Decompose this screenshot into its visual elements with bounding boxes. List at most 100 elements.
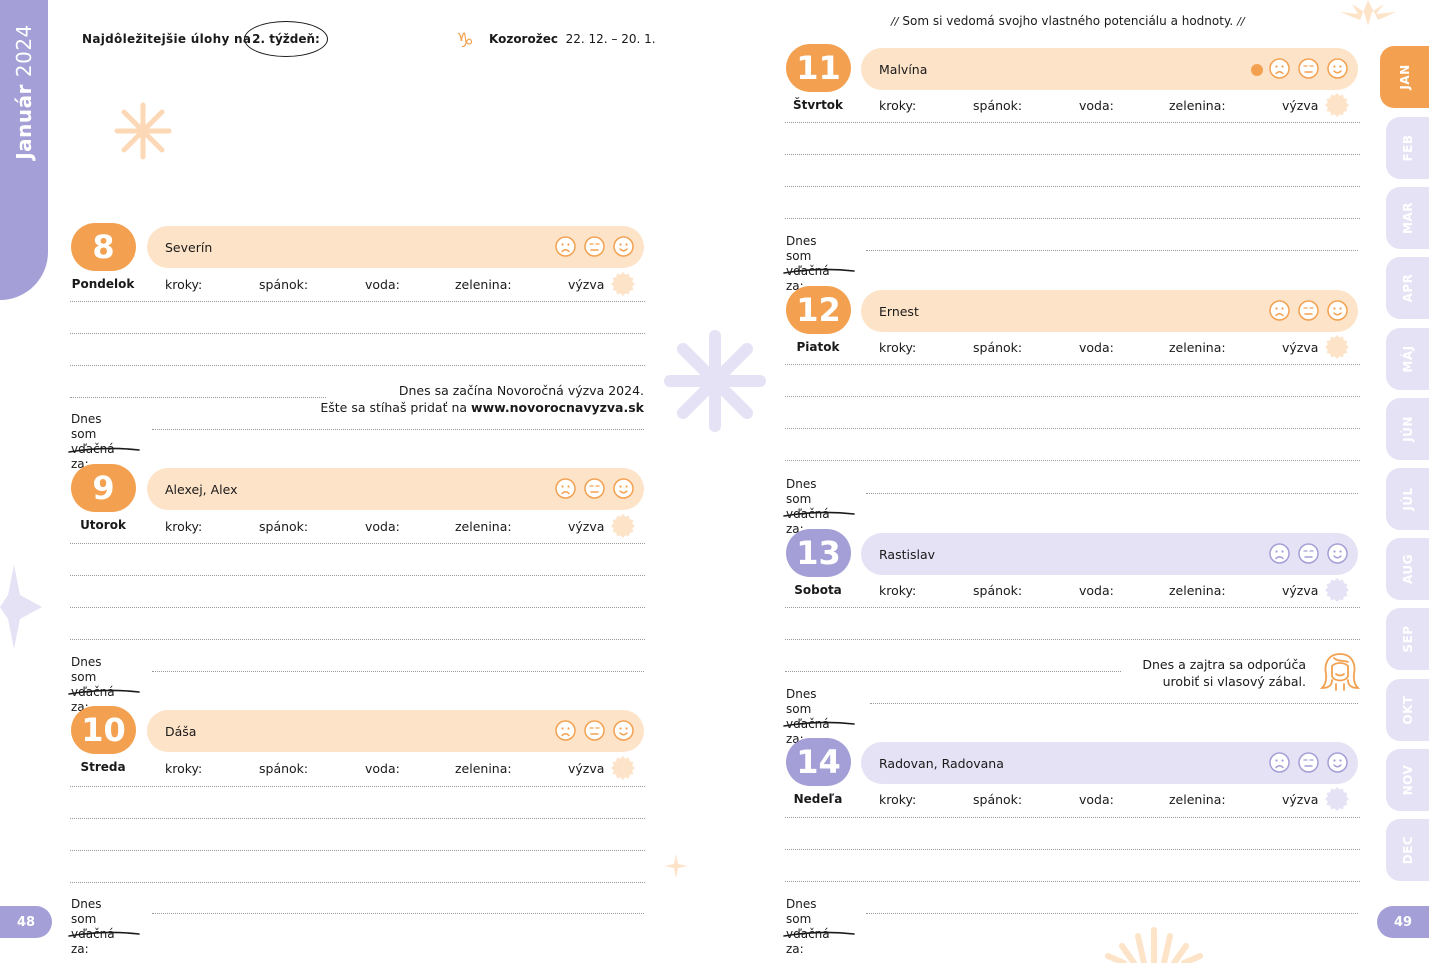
happy-face-icon[interactable] — [1327, 300, 1348, 324]
month-tab-6[interactable]: JÚL — [1386, 468, 1429, 530]
month-tab-label: DEC — [1400, 835, 1415, 865]
writing-line[interactable] — [785, 671, 1121, 672]
asterisk-decoration — [664, 330, 766, 432]
month-tab-3[interactable]: APR — [1386, 257, 1429, 320]
neutral-face-icon[interactable] — [1298, 543, 1319, 567]
writing-line[interactable] — [70, 543, 645, 544]
writing-line[interactable] — [785, 122, 1360, 123]
writing-line[interactable] — [70, 397, 326, 398]
sad-face-icon[interactable] — [1269, 752, 1290, 776]
writing-line[interactable] — [70, 607, 645, 608]
sleep-label: spánok: — [259, 519, 309, 534]
writing-line[interactable] — [785, 607, 1360, 608]
weekday-label: Nedeľa — [793, 792, 843, 806]
month-tab-10[interactable]: NOV — [1386, 748, 1429, 811]
month-tab-8[interactable]: SEP — [1386, 608, 1429, 671]
sleep-label: spánok: — [973, 340, 1023, 355]
gratitude-underline — [783, 511, 855, 517]
sad-face-icon[interactable] — [1269, 300, 1290, 324]
happy-face-icon[interactable] — [613, 720, 634, 744]
neutral-face-icon[interactable] — [1298, 58, 1319, 82]
gratitude-line[interactable] — [870, 703, 1358, 704]
name-day-label: Malvína — [879, 61, 928, 77]
name-day-bar: Dáša — [147, 710, 644, 752]
challenge-label: výzva — [1282, 792, 1319, 807]
writing-line[interactable] — [70, 365, 645, 366]
happy-face-icon[interactable] — [1327, 752, 1348, 776]
writing-line[interactable] — [70, 639, 645, 640]
writing-line[interactable] — [785, 639, 1360, 640]
happy-face-icon[interactable] — [1327, 58, 1348, 82]
month-tab-1[interactable]: FEB — [1386, 117, 1429, 179]
name-day-bar: Malvína — [861, 48, 1358, 90]
tasks-heading: Najdôležitejšie úlohy na — [82, 32, 252, 46]
writing-line[interactable] — [785, 396, 1360, 397]
month-tab-5[interactable]: JÚN — [1386, 397, 1429, 460]
month-tab-7[interactable]: AUG — [1386, 538, 1429, 601]
writing-line[interactable] — [70, 301, 645, 302]
vegetables-label: zelenina: — [1169, 340, 1226, 355]
writing-line[interactable] — [785, 218, 1360, 219]
steps-label: kroky: — [879, 583, 917, 598]
gratitude-line[interactable] — [866, 493, 1358, 494]
sad-face-icon[interactable] — [1269, 58, 1290, 82]
month-tab-2[interactable]: MAR — [1386, 187, 1429, 250]
sleep-label: spánok: — [973, 98, 1023, 113]
writing-line[interactable] — [70, 882, 645, 883]
neutral-face-icon[interactable] — [584, 236, 605, 260]
gratitude-line[interactable] — [152, 671, 644, 672]
sad-face-icon[interactable] — [555, 720, 576, 744]
gratitude-label: Dnes som vďačná za: — [786, 234, 830, 293]
month-tab-11[interactable]: DEC — [1386, 819, 1429, 881]
sad-face-icon[interactable] — [555, 236, 576, 260]
mood-selector — [555, 720, 634, 744]
day-number: 10 — [71, 706, 136, 754]
month-tab-9[interactable]: OKT — [1386, 678, 1429, 741]
writing-line[interactable] — [785, 186, 1360, 187]
writing-line[interactable] — [785, 428, 1360, 429]
sad-face-icon[interactable] — [555, 478, 576, 502]
writing-line[interactable] — [785, 817, 1360, 818]
name-day-label: Ernest — [879, 303, 919, 319]
writing-line[interactable] — [785, 154, 1360, 155]
gratitude-line[interactable] — [866, 913, 1358, 914]
writing-line[interactable] — [70, 333, 645, 334]
challenge-link[interactable]: www.novorocnavyzva.sk — [471, 400, 644, 415]
neutral-face-icon[interactable] — [584, 720, 605, 744]
month-tab-4[interactable]: MÁJ — [1386, 327, 1429, 390]
month-tab-label: MAR — [1400, 202, 1415, 235]
writing-line[interactable] — [70, 786, 645, 787]
name-day-label: Radovan, Radovana — [879, 755, 1004, 771]
name-day-label: Severín — [165, 239, 213, 255]
happy-face-icon[interactable] — [613, 236, 634, 260]
sleep-label: spánok: — [259, 277, 309, 292]
water-label: voda: — [1079, 583, 1114, 598]
happy-face-icon[interactable] — [1327, 543, 1348, 567]
mood-selector — [1269, 752, 1348, 776]
vegetables-label: zelenina: — [1169, 583, 1226, 598]
neutral-face-icon[interactable] — [1298, 300, 1319, 324]
neutral-face-icon[interactable] — [584, 478, 605, 502]
week-badge: 2. týždeň: — [244, 21, 328, 57]
writing-line[interactable] — [785, 364, 1360, 365]
gratitude-line[interactable] — [152, 913, 644, 914]
gratitude-line[interactable] — [152, 429, 644, 430]
name-day-label: Dáša — [165, 723, 197, 739]
writing-line[interactable] — [70, 850, 645, 851]
vegetables-label: zelenina: — [455, 761, 512, 776]
happy-face-icon[interactable] — [613, 478, 634, 502]
day-number: 13 — [786, 529, 851, 577]
writing-line[interactable] — [785, 849, 1360, 850]
gratitude-line[interactable] — [866, 250, 1358, 251]
writing-line[interactable] — [70, 818, 645, 819]
writing-line[interactable] — [785, 881, 1360, 882]
month-tab-0[interactable]: JAN — [1380, 46, 1429, 108]
note-hair-mask: Dnes a zajtra sa odporúča urobiť si vlas… — [1142, 657, 1306, 689]
writing-line[interactable] — [785, 460, 1360, 461]
writing-line[interactable] — [70, 575, 645, 576]
neutral-face-icon[interactable] — [1298, 752, 1319, 776]
gratitude-label: Dnes som vďačná za: — [786, 477, 830, 536]
sad-face-icon[interactable] — [1269, 543, 1290, 567]
weekday-label: Pondelok — [71, 277, 135, 291]
month-tab-label: OKT — [1400, 695, 1415, 725]
